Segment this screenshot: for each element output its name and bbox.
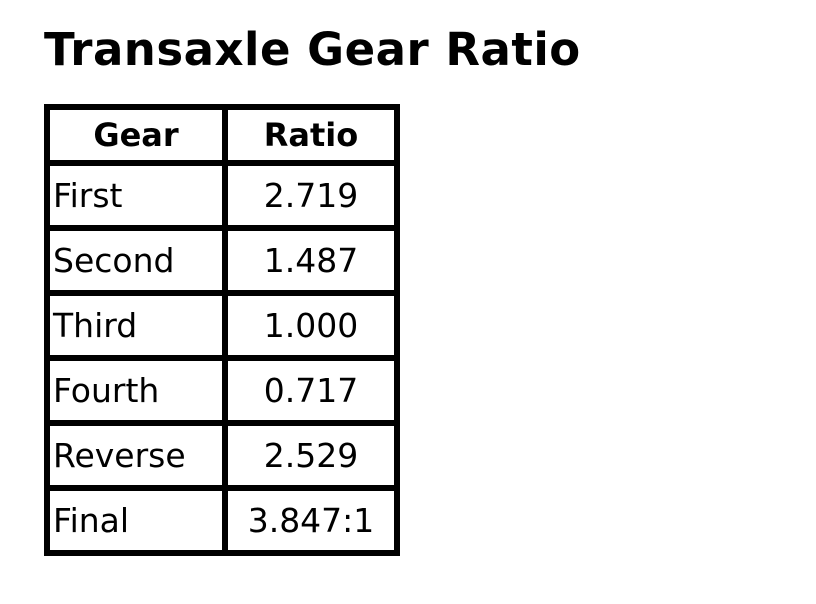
page-title: Transaxle Gear Ratio — [44, 23, 581, 76]
table-row: Final 3.847:1 — [44, 485, 400, 556]
table-row: First 2.719 — [44, 160, 400, 231]
table-row: Fourth 0.717 — [44, 355, 400, 426]
table-row: Reverse 2.529 — [44, 420, 400, 491]
gear-cell: First — [44, 160, 228, 231]
table-row: Third 1.000 — [44, 290, 400, 361]
header-gear: Gear — [44, 104, 228, 166]
gear-cell: Final — [44, 485, 228, 556]
gear-cell: Reverse — [44, 420, 228, 491]
gear-cell: Third — [44, 290, 228, 361]
ratio-cell: 1.487 — [222, 225, 400, 296]
ratio-cell: 3.847:1 — [222, 485, 400, 556]
ratio-cell: 2.719 — [222, 160, 400, 231]
table-row: Second 1.487 — [44, 225, 400, 296]
ratio-cell: 0.717 — [222, 355, 400, 426]
header-ratio: Ratio — [222, 104, 400, 166]
gear-cell: Fourth — [44, 355, 228, 426]
gear-cell: Second — [44, 225, 228, 296]
table-header-row: Gear Ratio — [44, 104, 400, 166]
ratio-cell: 2.529 — [222, 420, 400, 491]
ratio-cell: 1.000 — [222, 290, 400, 361]
gear-ratio-table: Gear Ratio First 2.719 Second 1.487 Third 1… — [44, 104, 400, 556]
